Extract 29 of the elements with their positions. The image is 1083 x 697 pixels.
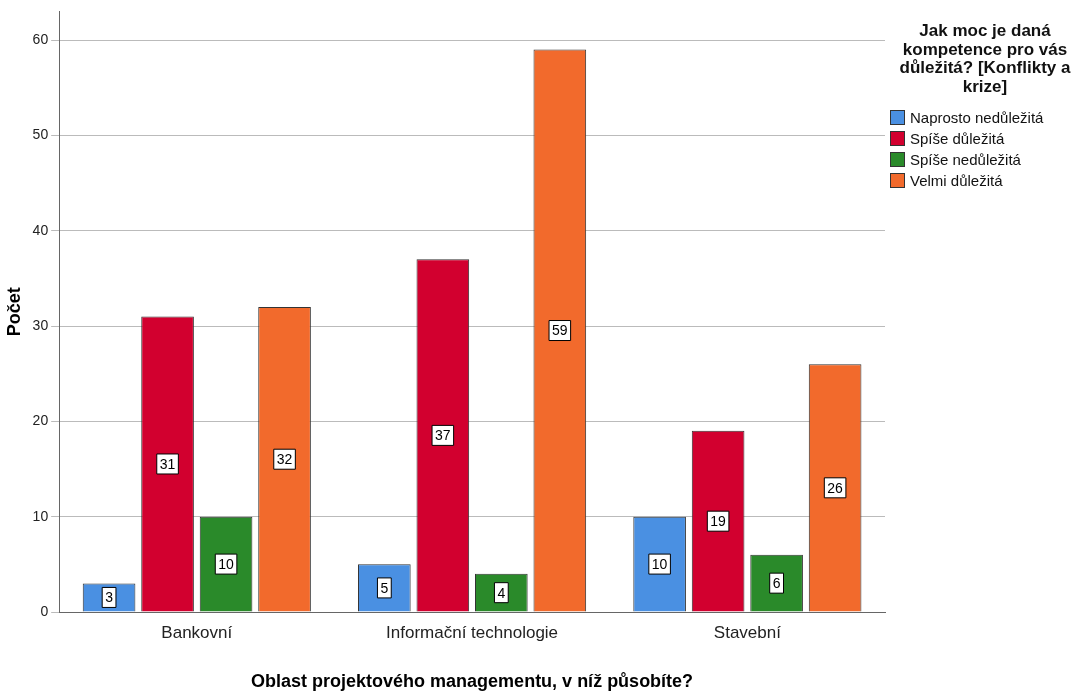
- data-label: 10: [651, 555, 668, 572]
- y-tick-label: 40: [32, 221, 49, 238]
- data-label: 4: [497, 584, 506, 601]
- x-axis-title: Oblast projektového managementu, v níž působíte?: [251, 671, 694, 692]
- y-axis-title: Počet: [3, 287, 24, 337]
- legend-label: Spíše nedůležitá: [910, 150, 1021, 168]
- x-tick-label: Informační technologie: [386, 622, 559, 642]
- y-tick-label: 10: [32, 507, 49, 524]
- y-tick-label: 0: [40, 602, 49, 619]
- data-label: 26: [827, 479, 844, 496]
- y-tick-label: 50: [32, 126, 49, 143]
- data-label: 37: [435, 427, 451, 444]
- data-label: 5: [380, 579, 389, 596]
- x-tick-label: Bankovní: [161, 622, 233, 642]
- x-tick-label: Stavební: [713, 622, 782, 642]
- data-label: 32: [276, 451, 293, 468]
- data-label: 10: [218, 555, 235, 572]
- legend-title: Jak moc je daná kompetence pro vás důležitá? [Konflikty a krize]: [898, 21, 1072, 97]
- y-tick-label: 60: [32, 30, 49, 47]
- data-label: 19: [710, 513, 727, 530]
- data-label: 3: [105, 589, 114, 606]
- data-label: 31: [159, 455, 176, 472]
- y-tick-label: 20: [32, 412, 49, 429]
- data-label: 59: [552, 322, 568, 339]
- legend-label: Velmi důležitá: [910, 171, 1003, 189]
- data-label: 6: [772, 575, 781, 592]
- legend-label: Spíše důležitá: [910, 129, 1005, 147]
- legend-label: Naprosto nedůležitá: [910, 108, 1044, 126]
- y-tick-label: 30: [32, 316, 49, 333]
